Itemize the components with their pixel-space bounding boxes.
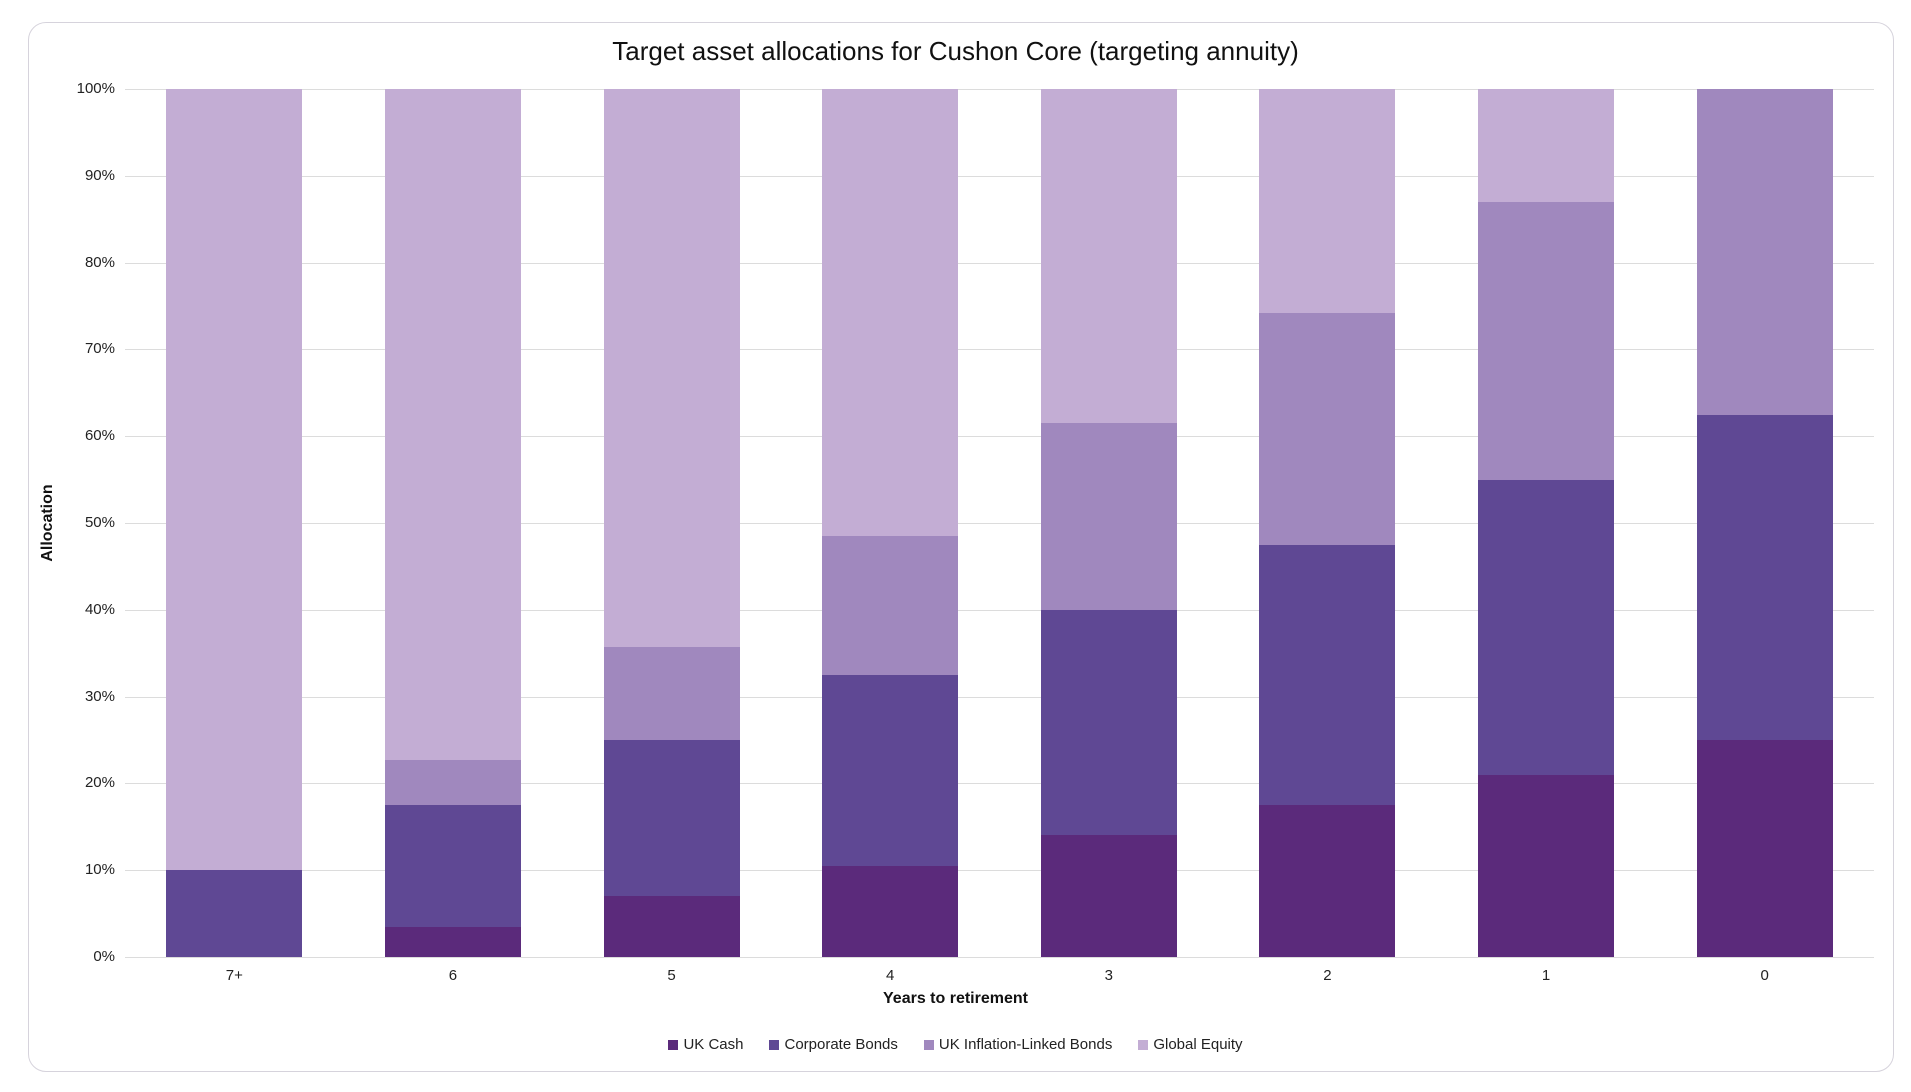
gridline [125,783,1874,785]
y-tick-label: 50% [84,514,115,531]
legend-swatch-icon [668,1039,679,1050]
x-tick-label: 2 [1323,967,1332,984]
x-tick-label: 7+ [225,967,243,984]
legend-label: UK Cash [683,1036,744,1053]
x-axis-label: Years to retirement [883,990,1028,1007]
bar-segment[interactable] [603,89,740,647]
bar-segment[interactable] [822,865,959,957]
x-tick-label: 3 [1104,967,1113,984]
legend-label: Corporate Bonds [784,1036,898,1053]
bar-segment[interactable] [822,674,959,866]
x-tick-label: 0 [1760,967,1769,984]
bar-segment[interactable] [384,926,521,957]
bar-segment[interactable] [1696,740,1833,957]
x-tick-label: 4 [886,967,895,984]
bar-segment[interactable] [603,740,740,897]
legend-item[interactable]: Global Equity [1138,1036,1243,1053]
bar-segment[interactable] [1478,89,1615,202]
y-tick-label: 20% [84,774,115,792]
gridline [125,696,1874,698]
legend-label: UK Inflation-Linked Bonds [938,1036,1113,1053]
bar-stack[interactable] [1478,89,1615,957]
legend-item[interactable]: UK Inflation-Linked Bonds [923,1036,1113,1053]
bar-segment[interactable] [603,646,740,740]
bar-stack[interactable] [166,89,303,957]
bar-segment[interactable] [384,89,521,760]
gridline [125,609,1874,611]
bar-stack[interactable] [384,89,521,957]
bar-segment[interactable] [1259,89,1396,313]
legend: UK Cash Corporate Bonds UK Inflation-Linke… [0,1036,1911,1053]
bar-segment[interactable] [1478,201,1615,480]
bar-segment[interactable] [384,759,521,806]
bar-segment[interactable] [822,536,959,675]
bar-segment[interactable] [1040,835,1177,957]
gridline [125,957,1874,958]
bar-segment[interactable] [1259,805,1396,957]
bar-segment[interactable] [1040,89,1177,424]
y-tick-label: 100% [76,80,115,97]
y-tick-label: 60% [84,427,115,445]
legend-item[interactable]: Corporate Bonds [769,1036,898,1053]
gridline [125,349,1874,351]
gridline [125,262,1874,264]
bar-segment[interactable] [384,805,521,927]
y-tick-label: 10% [84,861,115,879]
bar-segment[interactable] [1696,414,1833,740]
gridline [125,175,1874,177]
y-tick-label: 40% [84,600,115,618]
legend-swatch-icon [769,1039,780,1050]
y-tick-label: 70% [84,340,115,358]
legend-swatch-icon [923,1039,934,1050]
chart-title: Target asset allocations for Cushon Core… [612,36,1299,66]
bar-segment[interactable] [1040,423,1177,610]
x-tick-label: 6 [448,967,458,984]
bar-stack[interactable] [822,89,959,957]
bar-stack[interactable] [603,89,740,957]
legend-swatch-icon [1138,1039,1149,1050]
legend-label: Global Equity [1153,1036,1243,1053]
y-tick-label: 80% [84,253,115,271]
gridline [125,870,1874,872]
gridline [125,436,1874,438]
y-tick-label: 90% [84,166,115,184]
bar-stack[interactable] [1040,89,1177,957]
bar-segment[interactable] [166,89,303,871]
bar-segment[interactable] [1040,609,1177,836]
y-tick-label: 0% [93,948,115,965]
bar-segment[interactable] [1259,312,1396,545]
gridline [125,89,1874,90]
x-tick-label: 1 [1541,967,1551,984]
bar-segment[interactable] [1259,544,1396,806]
bar-segment[interactable] [1478,479,1615,775]
bar-segment[interactable] [603,896,740,957]
gridline [125,523,1874,524]
bar-segment[interactable] [166,870,303,957]
x-tick-label: 5 [667,967,676,984]
plot-area: 0% 10% 20% 30% 40% 50% 60% 70% 80% 90% 100% 7+ 6 5 4 3 2… [77,80,1874,984]
bar-segment[interactable] [1696,89,1833,415]
bar-stack[interactable] [1696,89,1833,957]
bar-segment[interactable] [822,89,959,537]
y-tick-label: 30% [84,687,115,705]
bar-segment[interactable] [1478,774,1615,957]
bar-stack[interactable] [1259,89,1396,957]
legend-item[interactable]: UK Cash [668,1036,743,1053]
